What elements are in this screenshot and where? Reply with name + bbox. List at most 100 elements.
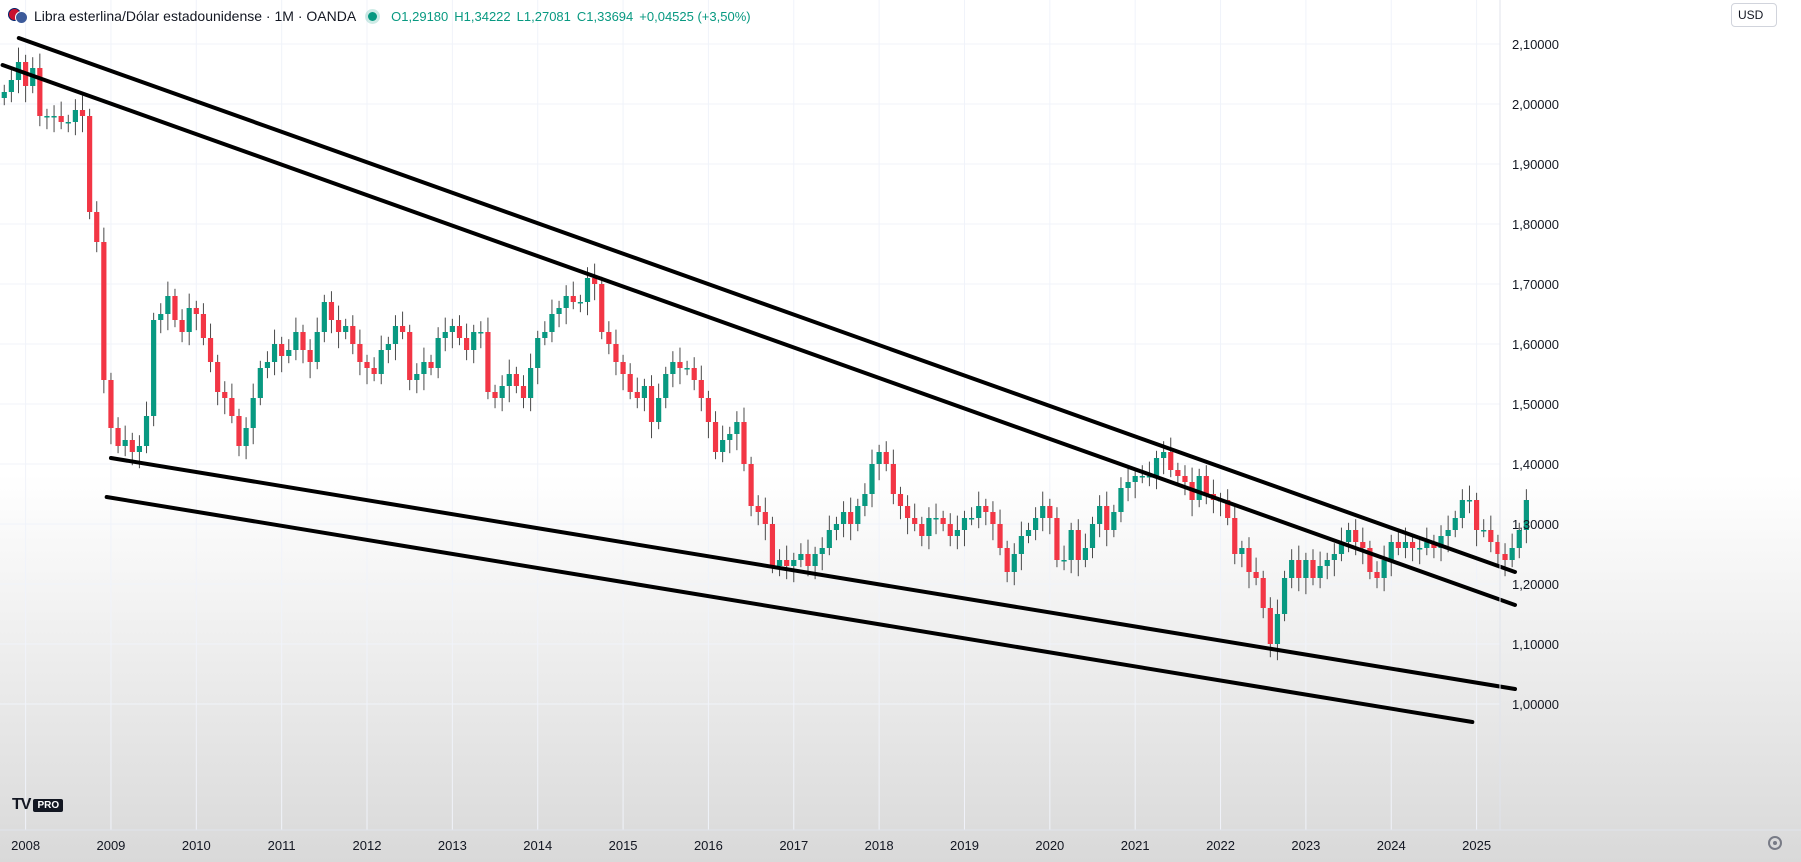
settings-icon[interactable] xyxy=(1768,836,1782,850)
candle-down[interactable] xyxy=(407,332,413,380)
candle-down[interactable] xyxy=(627,374,633,392)
candle-up[interactable] xyxy=(826,530,832,548)
candle-down[interactable] xyxy=(1075,530,1081,560)
candle-down[interactable] xyxy=(492,392,498,398)
candle-up[interactable] xyxy=(1516,530,1522,548)
candle-up[interactable] xyxy=(250,398,256,428)
candle-up[interactable] xyxy=(1281,578,1288,614)
candle-up[interactable] xyxy=(1161,452,1167,458)
candle-up[interactable] xyxy=(1153,458,1160,476)
candle-up[interactable] xyxy=(435,338,441,368)
candle-down[interactable] xyxy=(37,68,43,116)
candle-up[interactable] xyxy=(656,398,662,422)
candle-up[interactable] xyxy=(264,362,271,368)
candle-up[interactable] xyxy=(1274,614,1281,644)
candle-down[interactable] xyxy=(215,362,221,392)
candle-up[interactable] xyxy=(563,296,569,308)
candle-up[interactable] xyxy=(136,446,143,452)
candle-up[interactable] xyxy=(876,452,882,464)
candle-up[interactable] xyxy=(1509,548,1515,560)
candle-up[interactable] xyxy=(549,314,555,332)
candle-down[interactable] xyxy=(748,464,754,506)
candle-up[interactable] xyxy=(165,296,171,314)
candle-up[interactable] xyxy=(791,560,797,566)
candle-down[interactable] xyxy=(606,332,612,344)
candle-down[interactable] xyxy=(1175,470,1181,476)
candle-down[interactable] xyxy=(890,464,896,494)
candle-up[interactable] xyxy=(798,554,804,560)
candle-down[interactable] xyxy=(634,392,640,398)
candle-up[interactable] xyxy=(727,434,733,440)
candle-down[interactable] xyxy=(904,506,911,518)
candle-down[interactable] xyxy=(883,452,889,464)
candle-up[interactable] xyxy=(506,374,512,386)
candle-up[interactable] xyxy=(51,116,57,118)
candle-up[interactable] xyxy=(663,374,669,398)
candle-down[interactable] xyxy=(520,386,527,398)
candle-down[interactable] xyxy=(677,362,683,368)
candle-up[interactable] xyxy=(286,350,292,356)
candle-down[interactable] xyxy=(919,524,925,536)
candle-down[interactable] xyxy=(328,302,335,320)
candle-down[interactable] xyxy=(1267,608,1273,644)
candle-up[interactable] xyxy=(862,494,868,506)
candle-up[interactable] xyxy=(684,368,690,370)
candle-up[interactable] xyxy=(535,338,541,368)
candle-up[interactable] xyxy=(1040,506,1046,518)
candle-up[interactable] xyxy=(1089,524,1096,548)
candle-up[interactable] xyxy=(670,362,676,374)
candle-up[interactable] xyxy=(314,332,320,362)
candle-up[interactable] xyxy=(343,326,349,332)
candle-down[interactable] xyxy=(570,296,576,302)
candle-up[interactable] xyxy=(1118,488,1124,512)
candle-down[interactable] xyxy=(108,380,114,428)
candle-down[interactable] xyxy=(87,116,93,212)
candle-up[interactable] xyxy=(1196,476,1202,500)
candle-down[interactable] xyxy=(698,380,704,398)
candle-up[interactable] xyxy=(1459,500,1465,518)
candle-down[interactable] xyxy=(350,326,356,344)
candle-up[interactable] xyxy=(819,548,825,554)
candle-up[interactable] xyxy=(869,464,875,494)
candle-up[interactable] xyxy=(321,302,327,332)
candle-down[interactable] xyxy=(1353,530,1359,542)
candle-down[interactable] xyxy=(613,344,619,362)
candle-down[interactable] xyxy=(193,308,199,314)
candle-up[interactable] xyxy=(293,332,299,350)
candle-down[interactable] xyxy=(1360,542,1366,548)
candle-up[interactable] xyxy=(1523,500,1529,530)
market-status-icon[interactable] xyxy=(368,11,378,21)
candle-down[interactable] xyxy=(399,326,406,332)
candle-up[interactable] xyxy=(158,314,164,320)
candle-down[interactable] xyxy=(1246,548,1252,572)
candle-up[interactable] xyxy=(1317,566,1323,578)
candle-up[interactable] xyxy=(421,362,427,374)
candle-up[interactable] xyxy=(1018,536,1024,554)
candle-up[interactable] xyxy=(1445,530,1451,536)
candle-down[interactable] xyxy=(115,428,121,446)
candle-up[interactable] xyxy=(1417,548,1423,550)
candle-down[interactable] xyxy=(648,386,655,422)
candle-up[interactable] xyxy=(1466,500,1473,502)
candle-down[interactable] xyxy=(229,398,235,416)
candle-down[interactable] xyxy=(79,110,86,116)
candle-down[interactable] xyxy=(741,422,747,464)
candle-up[interactable] xyxy=(471,332,477,350)
candle-down[interactable] xyxy=(1374,572,1380,578)
candle-up[interactable] xyxy=(734,422,740,434)
candle-up[interactable] xyxy=(1289,560,1295,578)
candle-up[interactable] xyxy=(1303,560,1309,578)
candle-up[interactable] xyxy=(1338,542,1345,554)
candle-up[interactable] xyxy=(833,524,840,530)
candle-up[interactable] xyxy=(449,326,455,332)
candle-down[interactable] xyxy=(712,422,719,452)
trendline-lower-2[interactable] xyxy=(104,495,1475,724)
candle-down[interactable] xyxy=(1203,476,1209,494)
candle-down[interactable] xyxy=(485,332,491,392)
candle-down[interactable] xyxy=(1495,542,1501,554)
candle-down[interactable] xyxy=(179,320,185,332)
candle-down[interactable] xyxy=(300,332,306,350)
candle-down[interactable] xyxy=(279,344,285,356)
candle-up[interactable] xyxy=(855,506,861,524)
candle-down[interactable] xyxy=(755,506,761,512)
